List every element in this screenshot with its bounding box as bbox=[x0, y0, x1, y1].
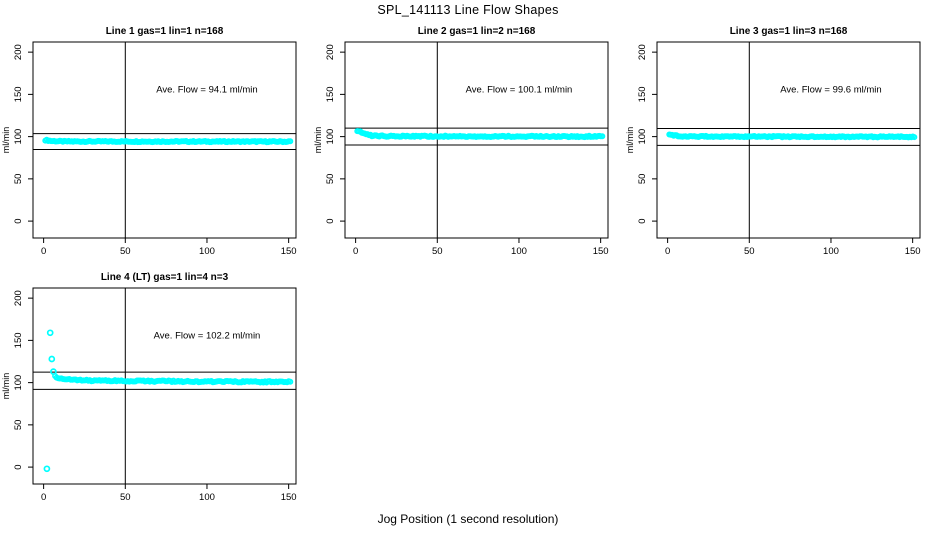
y-tick-label: 100 bbox=[637, 129, 648, 145]
y-tick-label: 200 bbox=[637, 44, 648, 60]
x-tick-label: 100 bbox=[199, 246, 215, 257]
y-tick-label: 0 bbox=[13, 218, 24, 223]
outlier-point bbox=[48, 355, 56, 363]
y-tick-label: 50 bbox=[13, 420, 24, 431]
panel-title: Line 3 gas=1 lin=3 n=168 bbox=[730, 26, 848, 37]
y-tick-label: 50 bbox=[325, 174, 336, 185]
panel-2: Line 2 gas=1 lin=2 n=168 0 50 100 150 0 50 100 1… bbox=[313, 26, 609, 257]
x-tick-label: 0 bbox=[41, 246, 46, 257]
x-tick-label: 100 bbox=[511, 246, 527, 257]
outlier-point bbox=[46, 329, 54, 337]
y-tick-label: 50 bbox=[637, 174, 648, 185]
panel-4: Line 4 (LT) gas=1 lin=4 n=3 0 50 100 150 0 50 1… bbox=[1, 272, 297, 503]
data-point bbox=[599, 133, 606, 140]
outlier-point bbox=[50, 368, 57, 375]
figure-x-axis-label: Jog Position (1 second resolution) bbox=[377, 512, 559, 526]
data-point bbox=[287, 138, 294, 145]
y-tick-label: 200 bbox=[325, 44, 336, 60]
x-tick-label: 150 bbox=[281, 246, 297, 257]
x-tick-label: 50 bbox=[120, 492, 131, 503]
data-points bbox=[354, 128, 606, 141]
data-point bbox=[911, 134, 918, 141]
panel-title: Line 2 gas=1 lin=2 n=168 bbox=[418, 26, 536, 37]
y-tick-label: 100 bbox=[13, 375, 24, 391]
y-tick-label: 0 bbox=[13, 464, 24, 469]
figure-title: SPL_141113 Line Flow Shapes bbox=[377, 3, 559, 17]
y-tick-label: 200 bbox=[13, 290, 24, 306]
y-tick-label: 100 bbox=[325, 129, 336, 145]
data-point bbox=[287, 378, 294, 385]
panel-1: Line 1 gas=1 lin=1 n=168 0 50 100 150 0 50 100 1… bbox=[1, 26, 297, 257]
x-tick-label: 50 bbox=[744, 246, 755, 257]
y-tick-label: 0 bbox=[637, 218, 648, 223]
plot-box bbox=[344, 41, 609, 239]
plot-box bbox=[656, 41, 921, 239]
y-axis-label: ml/min bbox=[625, 127, 635, 154]
data-points bbox=[43, 329, 294, 473]
plot-box bbox=[32, 287, 297, 485]
y-tick-label: 150 bbox=[325, 86, 336, 102]
x-tick-label: 150 bbox=[593, 246, 609, 257]
x-tick-label: 100 bbox=[199, 492, 215, 503]
panel-title: Line 4 (LT) gas=1 lin=4 n=3 bbox=[101, 272, 229, 283]
x-tick-label: 100 bbox=[823, 246, 839, 257]
x-tick-label: 150 bbox=[281, 492, 297, 503]
y-tick-label: 150 bbox=[13, 332, 24, 348]
average-flow-annotation: Ave. Flow = 102.2 ml/min bbox=[154, 331, 261, 342]
y-tick-label: 100 bbox=[13, 129, 24, 145]
data-points bbox=[42, 136, 294, 146]
panel-3: Line 3 gas=1 lin=3 n=168 0 50 100 150 0 50 100 1… bbox=[625, 26, 921, 257]
panel-title: Line 1 gas=1 lin=1 n=168 bbox=[106, 26, 224, 37]
plot-box bbox=[32, 41, 297, 239]
average-flow-annotation: Ave. Flow = 94.1 ml/min bbox=[156, 85, 257, 96]
data-points bbox=[666, 131, 918, 141]
y-tick-label: 50 bbox=[13, 174, 24, 185]
y-axis-label: ml/min bbox=[1, 127, 11, 154]
average-flow-annotation: Ave. Flow = 100.1 ml/min bbox=[466, 85, 573, 96]
y-axis-label: ml/min bbox=[313, 127, 323, 154]
y-axis-label: ml/min bbox=[1, 373, 11, 400]
outlier-point bbox=[43, 465, 51, 473]
y-tick-label: 150 bbox=[13, 86, 24, 102]
y-tick-label: 200 bbox=[13, 44, 24, 60]
y-tick-label: 150 bbox=[637, 86, 648, 102]
x-tick-label: 0 bbox=[41, 492, 46, 503]
x-tick-label: 50 bbox=[432, 246, 443, 257]
average-flow-annotation: Ave. Flow = 99.6 ml/min bbox=[780, 85, 881, 96]
x-tick-label: 50 bbox=[120, 246, 131, 257]
x-tick-label: 150 bbox=[905, 246, 921, 257]
y-tick-label: 0 bbox=[325, 218, 336, 223]
x-tick-label: 0 bbox=[665, 246, 670, 257]
x-tick-label: 0 bbox=[353, 246, 358, 257]
